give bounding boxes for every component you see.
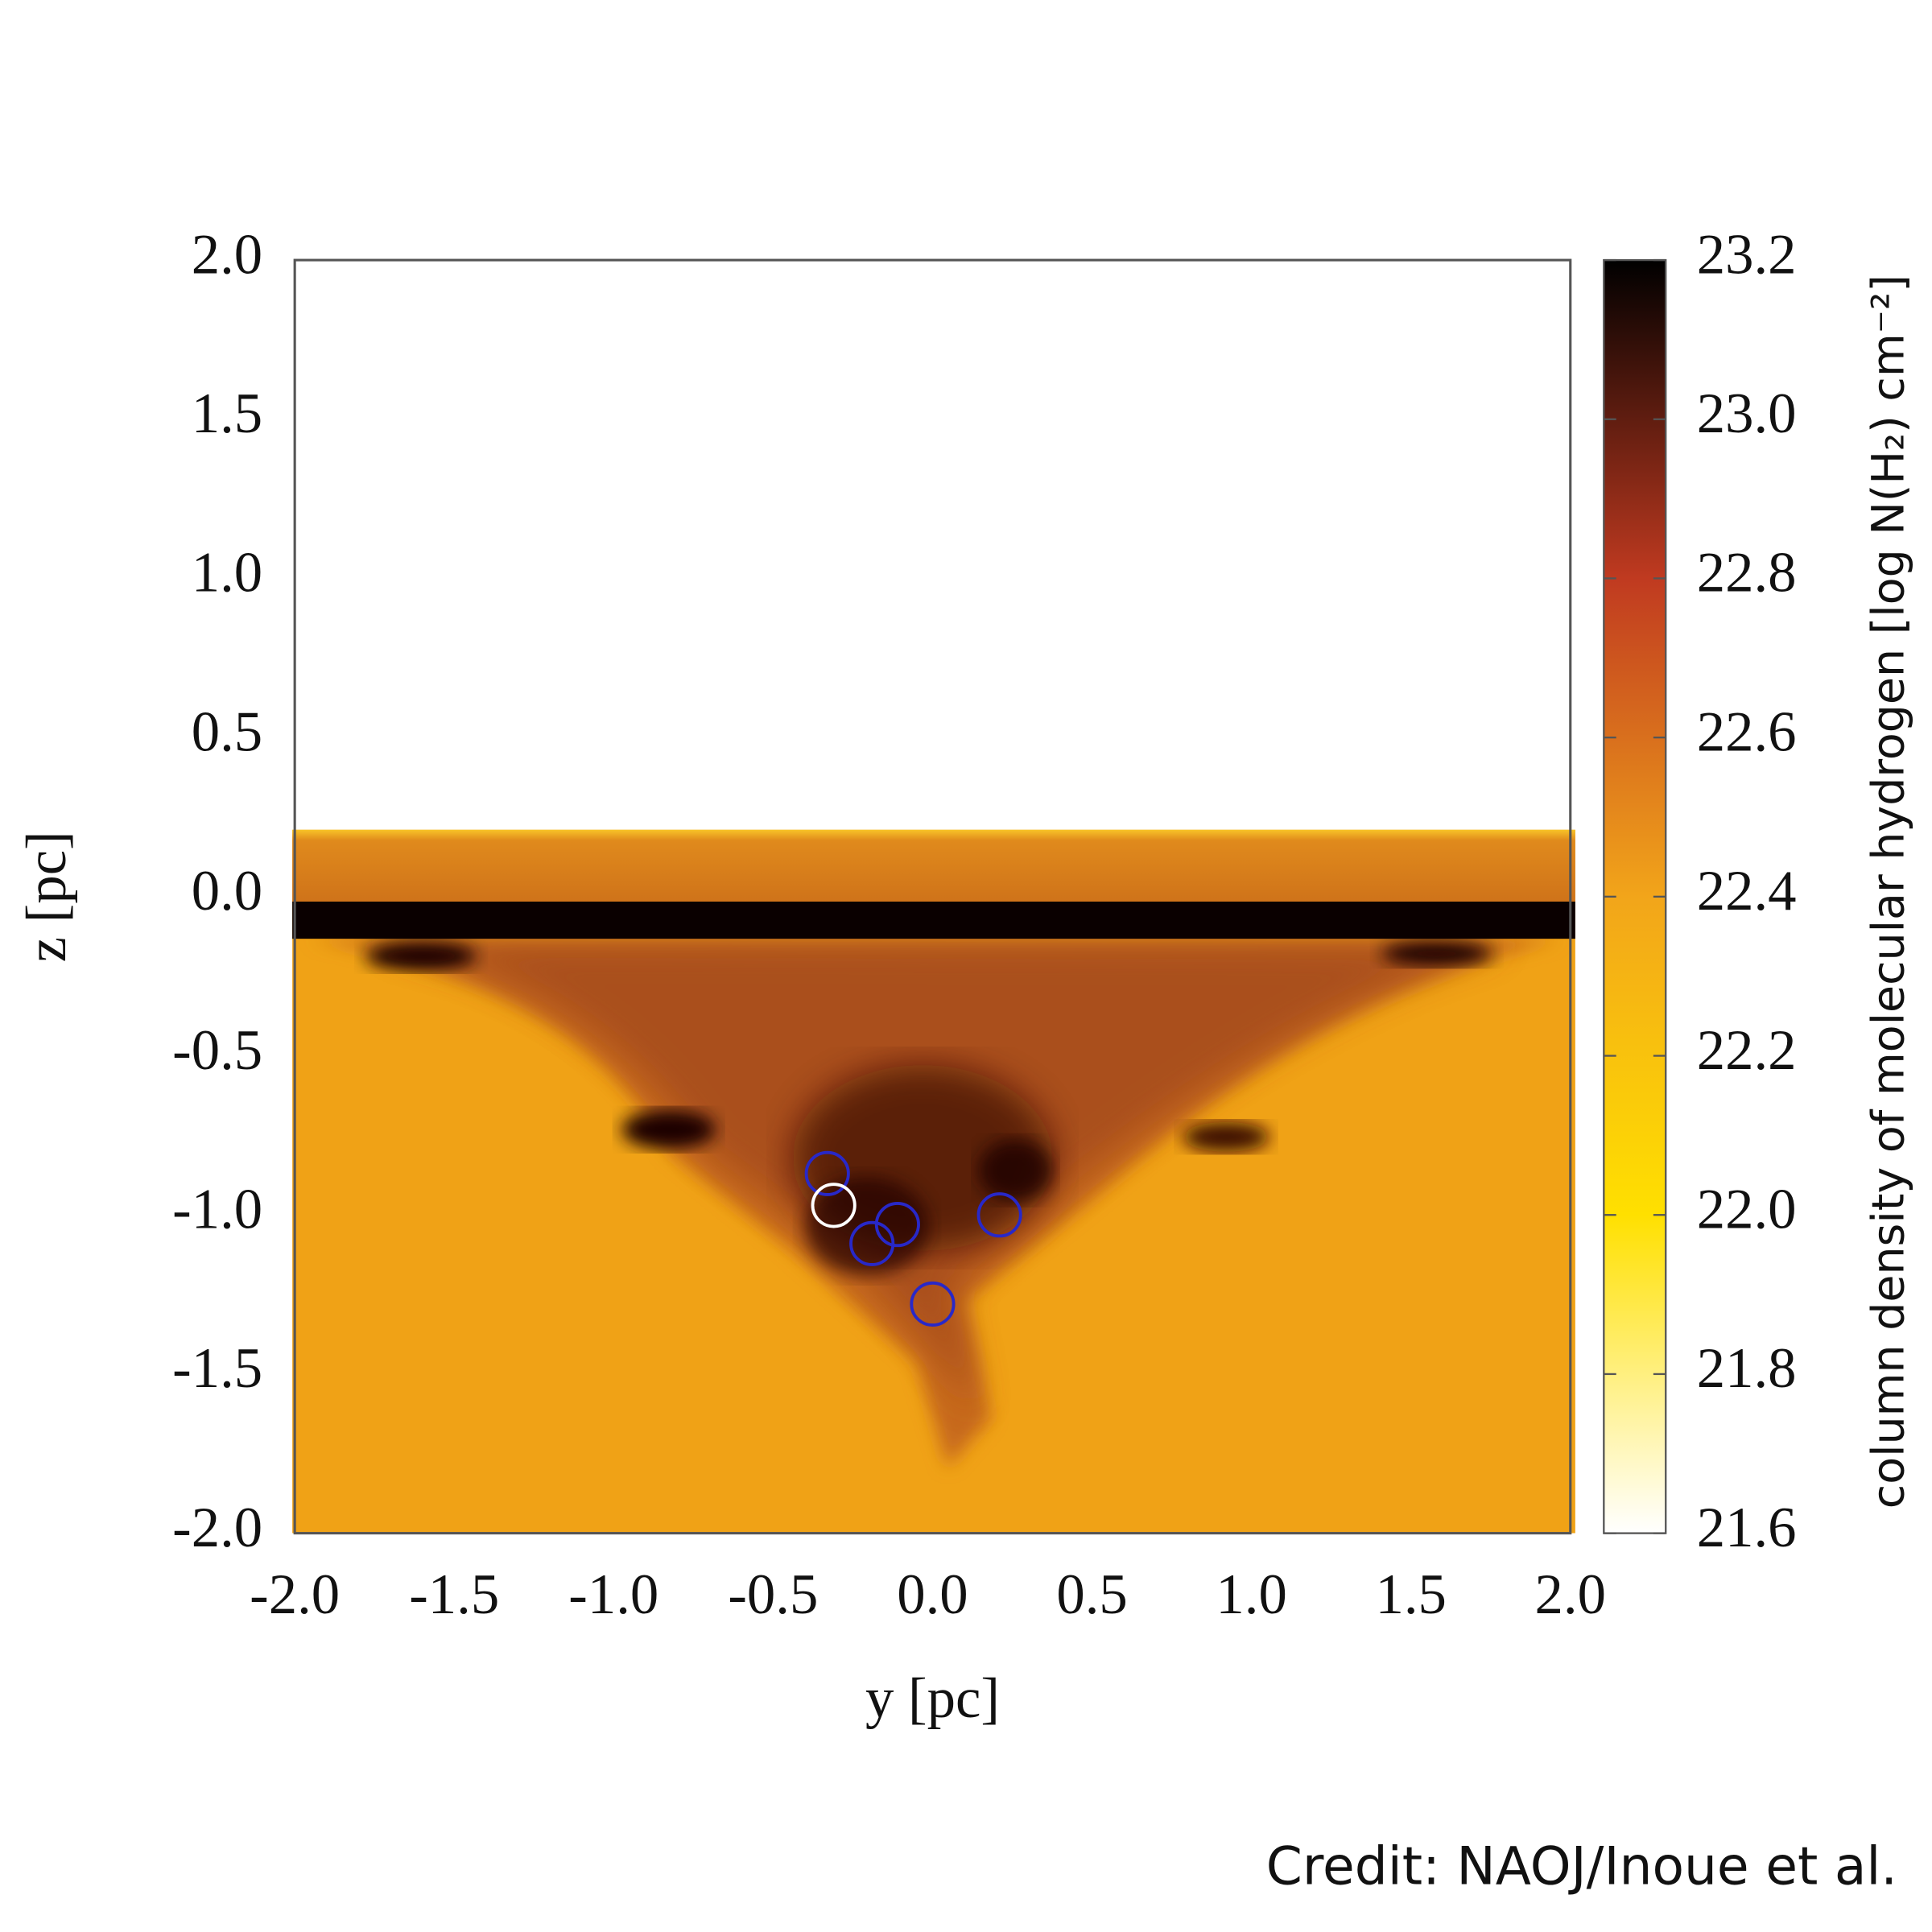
x-tick-label: -1.5 (409, 1563, 499, 1626)
colorbar-tick-label: 21.6 (1697, 1496, 1797, 1559)
y-tick-label: 0.0 (192, 860, 262, 923)
y-tick-label: -0.5 (172, 1019, 262, 1082)
credit: Credit: NAOJ/Inoue et al. (1266, 1837, 1897, 1897)
colorbar-tick-label: 21.8 (1697, 1337, 1797, 1400)
x-tick-label: 0.5 (1056, 1563, 1127, 1626)
y-tick-label: -2.0 (172, 1496, 262, 1559)
clump-marker (849, 1220, 895, 1266)
plot-frame (293, 258, 1572, 1535)
colorbar-tick-label: 22.4 (1697, 860, 1797, 923)
highlight-marker (811, 1183, 857, 1228)
x-tick-label: 2.0 (1535, 1563, 1606, 1626)
x-tick-label: 0.0 (897, 1563, 968, 1626)
density-map (292, 829, 1575, 1534)
colorbar-tick-label: 22.8 (1697, 542, 1797, 605)
colorbar-tick-label: 22.6 (1697, 700, 1797, 763)
colorbar-label: column density of molecular hydrogen [lo… (1863, 275, 1914, 1509)
y-tick-label: 1.0 (192, 542, 262, 605)
clump-marker (910, 1281, 956, 1327)
x-axis-label: y [pc] (865, 1667, 1000, 1730)
x-tick-label: 1.5 (1375, 1563, 1446, 1626)
y-tick-label: 1.5 (192, 382, 262, 445)
x-tick-label: 1.0 (1216, 1563, 1286, 1626)
y-tick-label: 2.0 (192, 223, 262, 286)
x-tick-label: -0.5 (728, 1563, 818, 1626)
colorbar-tick-label: 23.0 (1697, 382, 1797, 445)
clump-marker (976, 1192, 1022, 1238)
y-tick-label: -1.0 (172, 1178, 262, 1241)
colorbar-tick-label: 23.2 (1697, 223, 1797, 286)
y-tick-label: -1.5 (172, 1337, 262, 1400)
colorbar-tick-label: 22.0 (1697, 1178, 1797, 1241)
x-tick-label: -2.0 (250, 1563, 340, 1626)
y-axis-label: z [pc] (15, 831, 78, 962)
y-tick-label: 0.5 (192, 700, 262, 763)
x-tick-label: -1.0 (568, 1563, 658, 1626)
clump-marker (804, 1150, 850, 1196)
colorbar-tick-label: 22.2 (1697, 1019, 1797, 1082)
